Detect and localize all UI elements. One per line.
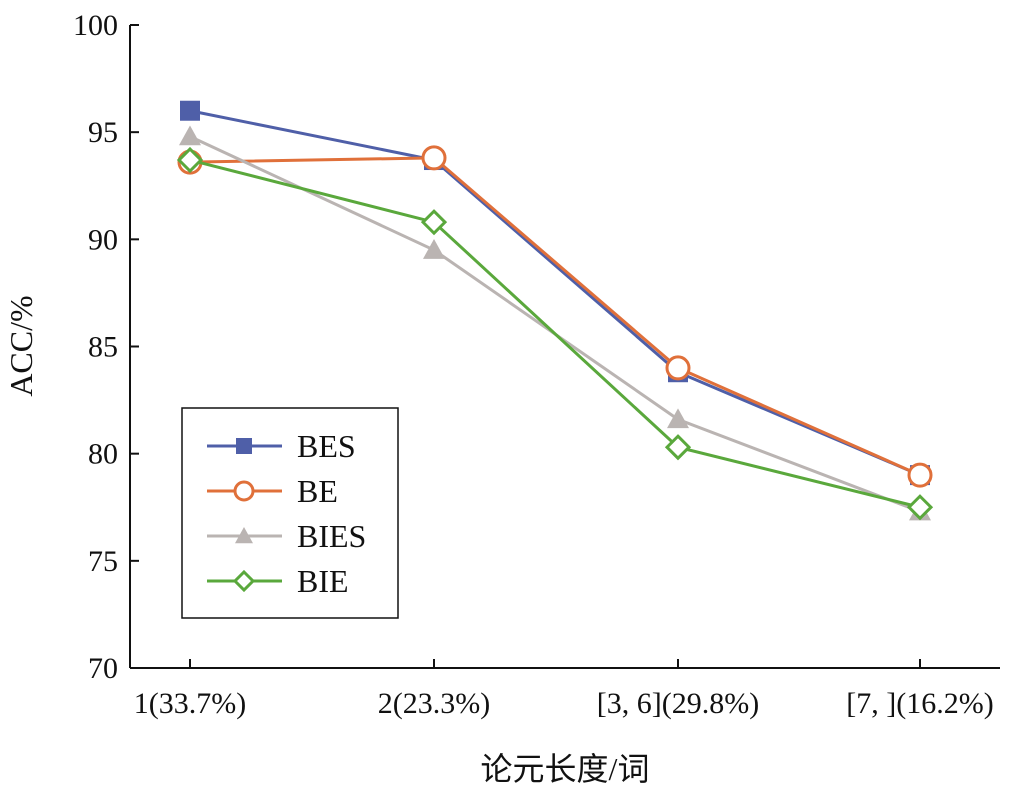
data-point-bie	[176, 146, 204, 174]
series-line-bes	[189, 109, 921, 477]
legend-entry: BE	[207, 473, 338, 509]
data-point-bies	[667, 408, 689, 429]
y-tick-label: 80	[88, 438, 118, 471]
legend-marker	[233, 480, 255, 502]
y-axis-title: ACC/%	[3, 295, 39, 396]
data-point-be	[421, 145, 447, 171]
x-tick-label: 1(33.7%)	[134, 687, 246, 720]
data-point-bies	[179, 125, 201, 146]
y-tick-label: 95	[88, 116, 118, 149]
data-point-be	[907, 462, 933, 488]
x-tick-label: 2(23.3%)	[378, 687, 490, 720]
data-point-bies	[423, 239, 445, 259]
series-line-bie	[189, 158, 921, 509]
data-point-be	[665, 355, 691, 381]
data-point-bie	[906, 494, 934, 521]
y-ticks: 70 75 80 85 90 95 100	[73, 9, 139, 685]
series-line-be	[189, 156, 921, 477]
x-ticks: 1(33.7%) 2(23.3%) [3, 6](29.8%) [7, ](16.2%…	[134, 659, 994, 720]
y-tick-label: 75	[88, 545, 118, 578]
series-bie	[176, 146, 934, 521]
legend-marker	[235, 527, 253, 544]
series-layer	[176, 100, 934, 521]
legend-label: BES	[297, 428, 356, 464]
data-point-bie	[664, 434, 692, 461]
legend-label: BIE	[297, 563, 349, 599]
x-axis-title: 论元长度/词	[481, 751, 650, 787]
data-point-bes	[180, 100, 200, 121]
y-tick-label: 70	[88, 652, 118, 685]
y-tick-label: 85	[88, 331, 118, 364]
legend-entry: BIE	[207, 563, 349, 599]
legend: BES BE BIES BIE	[181, 407, 399, 619]
x-tick-label: [7, ](16.2%)	[846, 687, 993, 720]
y-tick-label: 90	[88, 223, 118, 256]
data-point-bie	[420, 209, 448, 236]
legend-marker	[236, 438, 252, 454]
x-tick-label: [3, 6](29.8%)	[597, 687, 759, 720]
legend-label: BE	[297, 473, 338, 509]
legend-marker	[232, 569, 256, 593]
legend-label: BIES	[297, 518, 366, 554]
legend-box	[181, 407, 399, 619]
legend-entry: BIES	[207, 518, 366, 554]
legend-entry: BES	[207, 428, 356, 464]
y-tick-label: 100	[73, 9, 118, 42]
